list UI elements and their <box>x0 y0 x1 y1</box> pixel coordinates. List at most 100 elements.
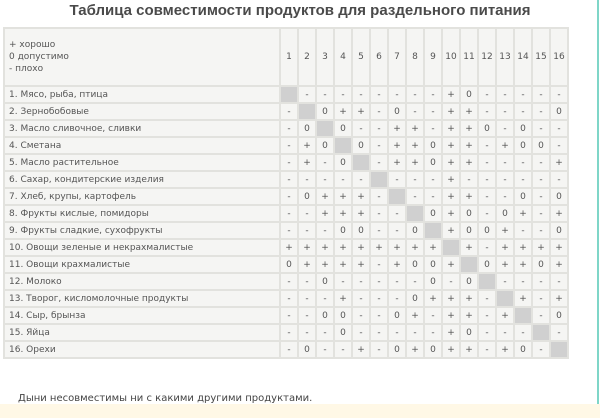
compat-cell: + <box>351 204 371 223</box>
column-header: 14 <box>513 27 533 87</box>
compat-cell: + <box>459 119 479 138</box>
compat-cell: - <box>351 85 371 104</box>
compat-cell: 0 <box>513 119 533 138</box>
compat-cell: + <box>459 306 479 325</box>
compat-cell: - <box>531 85 551 104</box>
table-row: 10. Овощи зеленые и некрахмалистые + + + + + +… <box>3 238 569 257</box>
compat-cell: + <box>333 204 353 223</box>
row-label: 14. Сыр, брынза <box>3 306 281 325</box>
compat-cell: - <box>315 289 335 308</box>
compat-cell: 0 <box>423 255 443 274</box>
column-header: 5 <box>351 27 371 87</box>
compat-cell: + <box>549 153 569 172</box>
compat-cell: + <box>459 289 479 308</box>
compat-cell: - <box>279 340 299 359</box>
compat-cell: + <box>387 153 407 172</box>
compat-cell: + <box>495 238 515 257</box>
compat-cell: + <box>441 85 461 104</box>
compat-cell: - <box>369 136 389 155</box>
row-label: 11. Овощи крахмалистые <box>3 255 281 274</box>
compat-cell: 0 <box>549 306 569 325</box>
compat-cell: 0 <box>459 85 479 104</box>
row-label: 1. Мясо, рыба, птица <box>3 85 281 104</box>
compat-cell: - <box>531 204 551 223</box>
compat-cell: + <box>297 153 317 172</box>
diagonal-cell <box>441 238 461 257</box>
compat-cell: + <box>441 153 461 172</box>
compat-cell: - <box>297 204 317 223</box>
compat-cell: - <box>477 136 497 155</box>
diagonal-cell <box>279 85 299 104</box>
compat-cell: - <box>513 221 533 240</box>
compat-cell: - <box>387 170 407 189</box>
legend-cell: + хорошо 0 допустимо - плохо <box>3 27 281 87</box>
compat-cell: 0 <box>405 255 425 274</box>
diagonal-cell <box>513 306 533 325</box>
compat-cell: + <box>405 153 425 172</box>
compat-cell: 0 <box>513 136 533 155</box>
compat-cell: - <box>279 102 299 121</box>
compat-cell: 0 <box>297 119 317 138</box>
table-row: 16. Орехи -0- - + -0 +0 + + - +0- <box>3 340 569 359</box>
compat-cell: - <box>369 102 389 121</box>
compat-cell: + <box>549 238 569 257</box>
compat-cell: - <box>333 170 353 189</box>
compat-cell: - <box>513 272 533 291</box>
compat-cell: - <box>495 85 515 104</box>
compat-cell: + <box>459 153 479 172</box>
compat-cell: + <box>441 340 461 359</box>
compat-cell: - <box>315 170 335 189</box>
compat-cell: - <box>477 306 497 325</box>
compat-cell: 0 <box>423 204 443 223</box>
compat-cell: - <box>405 187 425 206</box>
compat-cell: - <box>423 323 443 342</box>
compat-cell: - <box>459 170 479 189</box>
diagonal-cell <box>315 119 335 138</box>
compat-cell: - <box>315 340 335 359</box>
compat-cell: + <box>531 238 551 257</box>
compat-cell: + <box>495 255 515 274</box>
table-row: 5. Масло растительное - + -0- + +0 + + - - - - + <box>3 153 569 172</box>
compat-cell: - <box>549 170 569 189</box>
compat-cell: - <box>495 323 515 342</box>
compat-cell: + <box>405 238 425 257</box>
header-row: + хорошо 0 допустимо - плохо 1 2 3 4 5 6 7 8 9 10… <box>3 27 569 87</box>
table-row: 12. Молоко - -0- - - - -0-0- - - - <box>3 272 569 291</box>
compat-cell: + <box>387 136 407 155</box>
compat-cell: - <box>369 255 389 274</box>
compat-cell: - <box>531 289 551 308</box>
column-header: 16 <box>549 27 569 87</box>
compat-cell: - <box>387 272 407 291</box>
compat-cell: - <box>387 204 407 223</box>
compat-cell: 0 <box>459 323 479 342</box>
compat-cell: 0 <box>315 306 335 325</box>
diagonal-cell <box>423 221 443 240</box>
compat-cell: - <box>315 221 335 240</box>
compat-cell: 0 <box>387 102 407 121</box>
compat-cell: - <box>531 272 551 291</box>
compat-cell: + <box>315 187 335 206</box>
compat-cell: - <box>495 170 515 189</box>
compat-cell: - <box>423 306 443 325</box>
compat-cell: - <box>477 204 497 223</box>
compat-cell: + <box>405 136 425 155</box>
compat-cell: - <box>279 170 299 189</box>
compat-cell: 0 <box>495 204 515 223</box>
compat-cell: 0 <box>279 255 299 274</box>
compat-cell: + <box>441 306 461 325</box>
column-header: 1 <box>279 27 299 87</box>
compat-cell: - <box>495 272 515 291</box>
compat-cell: + <box>315 204 335 223</box>
row-label: 10. Овощи зеленые и некрахмалистые <box>3 238 281 257</box>
compat-cell: - <box>531 340 551 359</box>
compat-cell: - <box>423 85 443 104</box>
compat-cell: - <box>405 323 425 342</box>
compat-cell: + <box>459 340 479 359</box>
compat-cell: + <box>423 238 443 257</box>
compat-cell: - <box>477 289 497 308</box>
compat-cell: - <box>549 323 569 342</box>
compat-cell: + <box>405 306 425 325</box>
compat-cell: - <box>513 323 533 342</box>
compat-cell: - <box>513 102 533 121</box>
compat-cell: - <box>369 323 389 342</box>
